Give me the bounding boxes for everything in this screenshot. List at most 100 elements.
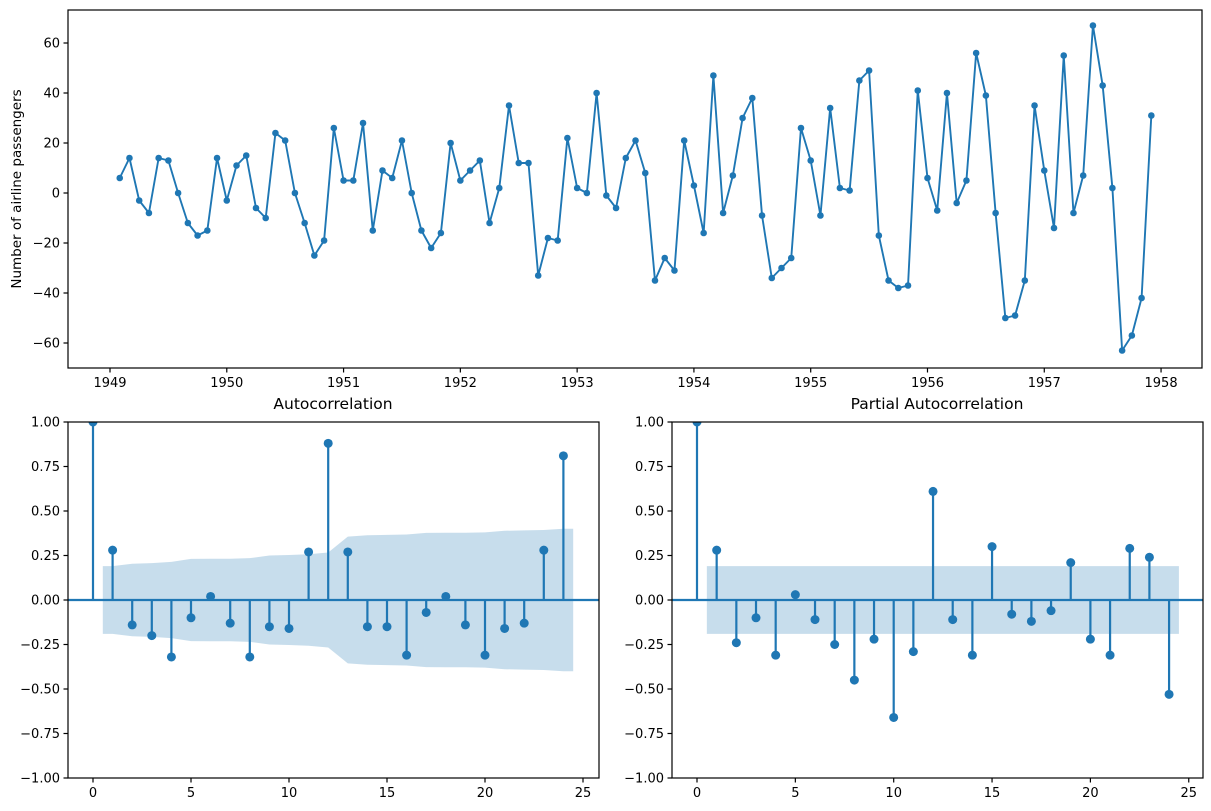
pacf-stem-marker: [1046, 606, 1056, 616]
acf-stem-marker: [264, 622, 274, 632]
data-point-marker: [749, 94, 756, 102]
data-point-marker: [1128, 332, 1136, 339]
acf-stem-marker: [127, 620, 137, 630]
data-point-marker: [544, 234, 552, 242]
y-tick-label: 20: [43, 137, 60, 152]
pacf-stem-marker: [849, 675, 859, 685]
x-tick-label: 10: [885, 786, 902, 801]
x-tick-label: 20: [1082, 786, 1099, 801]
data-point-marker: [486, 219, 493, 227]
data-point-marker: [388, 174, 396, 182]
data-point-marker: [943, 89, 951, 97]
data-point-marker: [1070, 209, 1077, 217]
data-point-marker: [671, 267, 678, 274]
acf-stem-marker: [402, 650, 412, 660]
data-point-marker: [680, 137, 688, 144]
data-point-marker: [651, 277, 659, 284]
pacf-stem-marker: [1066, 558, 1076, 568]
pacf-x-axis: 0 5 10 15 20 25: [693, 778, 1197, 801]
pacf-stem-marker: [1144, 552, 1154, 562]
data-point-marker: [525, 159, 532, 167]
data-point-marker: [204, 227, 211, 234]
data-point-marker: [291, 189, 299, 197]
data-point-marker: [904, 282, 912, 289]
pacf-stem-marker: [830, 640, 840, 649]
data-point-marker: [466, 167, 474, 174]
x-tick-label: 20: [477, 786, 494, 801]
timeseries-spines: [67, 9, 1203, 369]
data-point-marker: [914, 87, 922, 94]
data-point-marker: [272, 129, 279, 137]
data-point-marker: [778, 264, 785, 272]
pacf-y-axis: 1.00 0.75 0.50 0.25 0.00 −0.25 −0.50 −0.75 −1.00: [624, 416, 672, 787]
data-point-marker: [554, 237, 561, 244]
x-tick-label: 0: [693, 786, 701, 801]
y-tick-label: 0: [52, 187, 60, 202]
y-tick-label: 0.50: [31, 505, 60, 520]
pacf-stem-marker: [1105, 650, 1115, 660]
acf-stem-marker: [441, 591, 451, 601]
data-point-marker: [1040, 167, 1048, 174]
data-point-marker: [252, 204, 260, 212]
data-point-marker: [126, 154, 133, 162]
acf-stem-marker: [304, 547, 314, 557]
data-point-marker: [817, 212, 824, 219]
y-tick-label: −60: [33, 337, 60, 352]
y-tick-label: 0.75: [31, 460, 60, 475]
data-point-marker: [836, 184, 844, 192]
data-point-marker: [593, 89, 600, 97]
data-point-marker: [846, 187, 853, 194]
x-tick-label: 25: [1180, 786, 1197, 801]
x-tick-label: 1953: [561, 376, 594, 391]
data-point-marker: [933, 207, 941, 214]
data-point-marker: [885, 277, 892, 284]
pacf-stem-marker: [928, 486, 938, 496]
y-tick-label: −0.75: [624, 727, 664, 742]
acf-stem-marker: [500, 623, 510, 633]
pacf-title: Partial Autocorrelation: [850, 395, 1024, 413]
x-tick-label: 1956: [911, 376, 944, 391]
x-tick-label: 1955: [794, 376, 827, 391]
timeseries-markers: [116, 22, 1155, 354]
data-point-marker: [437, 229, 445, 237]
data-point-marker: [165, 157, 172, 164]
pacf-stem-marker: [1164, 689, 1174, 699]
acf-stem-marker: [186, 613, 196, 623]
y-tick-label: −40: [33, 287, 60, 302]
data-point-marker: [953, 199, 960, 207]
data-point-marker: [924, 174, 931, 182]
timeseries-plot: 1949 1950 1951 1952 1953 1954 1955 1956 1957 1958…: [33, 9, 1203, 391]
data-point-marker: [398, 137, 406, 144]
pacf-stem-marker: [987, 542, 997, 552]
x-tick-label: 10: [281, 786, 298, 801]
x-tick-label: 1957: [1028, 376, 1061, 391]
data-point-marker: [194, 232, 201, 239]
data-point-marker: [603, 192, 610, 199]
data-point-marker: [505, 102, 513, 109]
acf-stem-marker: [362, 622, 372, 632]
data-point-marker: [242, 152, 250, 159]
data-point-marker: [515, 159, 523, 167]
pacf-stem-marker: [869, 634, 879, 644]
x-tick-label: 15: [379, 786, 396, 801]
data-point-marker: [1099, 82, 1106, 89]
data-point-marker: [495, 184, 503, 192]
data-point-marker: [1079, 172, 1087, 179]
data-point-marker: [856, 77, 863, 84]
data-point-marker: [330, 124, 338, 132]
data-point-marker: [145, 209, 153, 217]
x-tick-label: 1950: [210, 376, 243, 391]
y-tick-label: −1.00: [624, 772, 664, 787]
y-tick-label: 0.00: [31, 594, 60, 609]
data-point-marker: [340, 177, 347, 184]
data-point-marker: [739, 114, 746, 122]
acf-stem-marker: [539, 545, 549, 555]
pacf-stem-marker: [771, 650, 781, 660]
acf-stem-marker: [108, 545, 118, 555]
pacf-stem-marker: [1007, 609, 1017, 619]
data-point-marker: [281, 137, 289, 144]
y-tick-label: 1.00: [635, 416, 664, 431]
x-tick-label: 1949: [93, 376, 126, 391]
data-point-marker: [1118, 347, 1126, 354]
